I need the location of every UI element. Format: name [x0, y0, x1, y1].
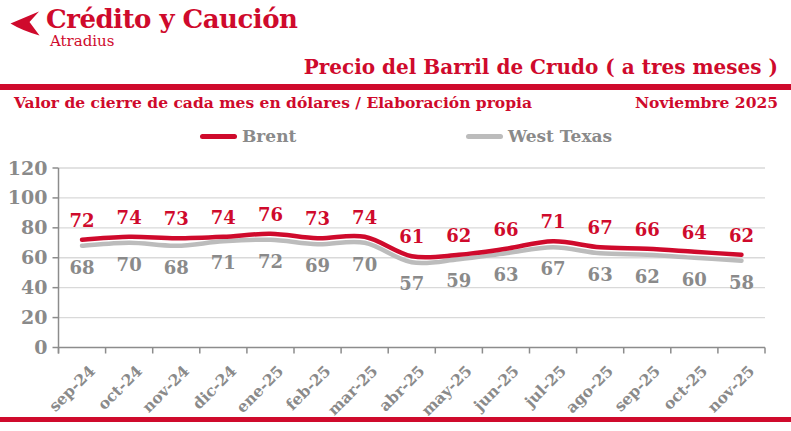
page-title: Precio del Barril de Crudo ( a tres mese…	[304, 55, 778, 79]
brent-data-label: 66	[493, 219, 518, 240]
brent-data-label: 66	[635, 219, 660, 240]
credito-caucion-arrow-icon	[10, 11, 42, 37]
west-texas-data-label: 62	[635, 266, 660, 287]
brent-data-label: 62	[446, 225, 471, 246]
west-texas-data-label: 58	[729, 272, 754, 293]
west-texas-data-label: 69	[305, 255, 330, 276]
brent-data-label: 74	[352, 207, 377, 228]
x-category-label: oct-24	[94, 361, 146, 413]
x-category-label: dic-24	[188, 361, 240, 413]
west-texas-data-label: 59	[446, 270, 471, 291]
legend-label-brent: Brent	[242, 126, 296, 146]
y-tick-label: 100	[8, 186, 48, 208]
brent-data-label: 76	[258, 204, 283, 225]
x-category-label: may-25	[417, 361, 475, 416]
west-texas-line-swatch	[466, 134, 503, 139]
west-texas-data-label: 70	[117, 254, 142, 275]
y-tick-label: 40	[21, 276, 47, 298]
brent-data-label: 73	[164, 208, 189, 229]
west-texas-data-label: 57	[399, 273, 424, 294]
west-texas-data-label: 67	[541, 258, 566, 279]
logo-subtitle: Atradius	[50, 33, 297, 49]
chart-svg: 0 20 40 60 80 100 120 68 70 68 71 72 69 70 57 59 63 67 63 6…	[0, 150, 791, 416]
brent-data-label: 74	[211, 207, 236, 228]
subtitle-source: Valor de cierre de cada mes en dólares /…	[14, 93, 532, 112]
west-texas-data-label: 68	[70, 257, 95, 278]
legend: Brent West Texas	[0, 126, 791, 146]
brent-data-label: 73	[305, 208, 330, 229]
west-texas-data-label: 60	[682, 269, 707, 290]
brent-data-label: 62	[729, 225, 754, 246]
west-texas-data-label: 68	[164, 257, 189, 278]
logo-text: Crédito y Caución Atradius	[46, 5, 297, 49]
x-category-label: sep-25	[610, 361, 664, 415]
y-tick-label: 60	[21, 246, 47, 268]
y-tick-label: 80	[21, 216, 47, 238]
west-texas-data-label: 72	[258, 251, 283, 272]
west-texas-data-label: 70	[352, 254, 377, 275]
west-texas-data-label: 63	[588, 264, 613, 285]
y-tick-label: 120	[8, 157, 48, 179]
west-texas-data-label: 71	[211, 252, 236, 273]
brent-data-label: 71	[541, 211, 566, 232]
x-category-label: ene-25	[232, 361, 287, 416]
brent-data-label: 67	[588, 217, 613, 238]
logo-title: Crédito y Caución	[46, 5, 297, 33]
legend-item-brent: Brent	[200, 126, 296, 146]
brent-data-label: 61	[399, 226, 424, 247]
bottom-divider	[0, 417, 791, 422]
west-texas-data-label: 63	[493, 264, 518, 285]
x-category-label: nov-25	[703, 361, 758, 416]
x-category-label: mar-25	[324, 361, 382, 416]
top-divider	[0, 84, 791, 90]
brent-data-label: 74	[117, 207, 142, 228]
logo: Crédito y Caución Atradius	[10, 5, 297, 49]
legend-item-west-texas: West Texas	[466, 126, 612, 146]
x-category-label: jun-25	[468, 361, 523, 416]
y-tick-label: 0	[34, 336, 47, 358]
x-category-label: ago-25	[562, 361, 617, 416]
brent-data-label: 64	[682, 222, 707, 243]
legend-label-west-texas: West Texas	[508, 126, 612, 146]
page: Crédito y Caución Atradius Precio del Ba…	[0, 0, 791, 431]
x-category-label: nov-24	[138, 361, 193, 416]
brent-line-swatch	[200, 134, 237, 139]
y-tick-label: 20	[21, 306, 47, 328]
brent-data-label: 72	[70, 210, 95, 231]
x-category-label: oct-25	[659, 361, 711, 413]
x-category-label: sep-24	[45, 361, 99, 415]
subtitle-period: Noviembre 2025	[635, 93, 778, 112]
